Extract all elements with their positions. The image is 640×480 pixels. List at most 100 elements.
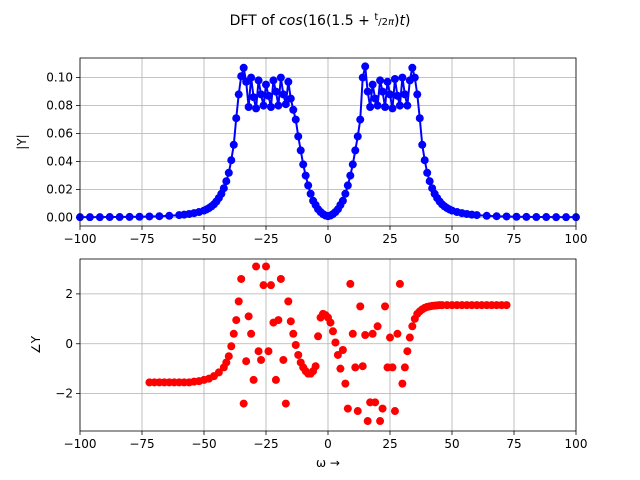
data-point — [425, 177, 434, 186]
data-point — [381, 103, 390, 111]
data-point — [232, 316, 241, 325]
data-point — [358, 73, 367, 82]
data-point — [284, 297, 293, 306]
data-point — [398, 73, 407, 82]
data-point — [239, 399, 248, 408]
data-point — [254, 76, 263, 85]
magnitude-plot: −100 −75 −50 −25 0 25 50 75 100 0.00 0.02 0.04 0.06 0… — [15, 57, 588, 246]
data-point — [155, 212, 164, 221]
data-point — [403, 101, 412, 110]
data-point — [343, 404, 352, 413]
data-point — [522, 212, 531, 221]
y-tick-label: 2 — [65, 287, 73, 301]
data-point — [224, 168, 233, 177]
data-point — [237, 274, 246, 283]
data-point — [95, 213, 104, 222]
data-point — [336, 364, 345, 373]
data-point — [227, 342, 236, 351]
data-point — [281, 100, 290, 109]
x-tick-label: −25 — [253, 437, 278, 451]
data-point — [262, 262, 270, 271]
data-point — [244, 312, 253, 321]
data-point — [343, 181, 352, 190]
data-point — [356, 302, 365, 311]
data-point — [398, 379, 407, 388]
data-point — [408, 63, 417, 72]
data-point — [294, 350, 303, 359]
data-point — [289, 105, 298, 114]
x-tick-label: 25 — [382, 437, 397, 451]
data-point — [331, 338, 340, 347]
y-axis-label: ∠Y — [29, 335, 43, 354]
data-point — [227, 156, 236, 165]
data-point — [311, 362, 320, 371]
data-point — [304, 181, 313, 190]
data-point — [254, 347, 263, 356]
data-point — [274, 316, 283, 325]
data-point — [341, 189, 350, 198]
data-point — [224, 352, 233, 361]
data-point — [338, 196, 347, 205]
data-point — [214, 368, 223, 377]
data-point — [289, 329, 298, 338]
data-point — [386, 333, 394, 342]
data-point — [257, 355, 266, 364]
data-point — [326, 318, 335, 327]
x-tick-label: 0 — [324, 437, 332, 451]
data-point — [395, 101, 404, 110]
x-tick-label: 100 — [565, 437, 588, 451]
data-point — [259, 101, 268, 110]
x-tick-label: 50 — [444, 437, 459, 451]
x-tick-label: 100 — [565, 232, 588, 246]
data-point — [314, 332, 323, 341]
data-point — [281, 399, 290, 408]
data-point — [542, 213, 551, 222]
data-point — [351, 363, 360, 372]
y-tick-label: 0.08 — [46, 99, 73, 113]
data-point — [259, 281, 268, 290]
data-point — [271, 87, 280, 96]
data-point — [376, 417, 385, 426]
data-point — [252, 262, 261, 271]
data-point — [301, 171, 310, 180]
data-point — [85, 213, 94, 222]
data-point — [405, 333, 414, 342]
data-point — [371, 398, 380, 407]
data-point — [378, 87, 387, 96]
data-point — [269, 76, 278, 85]
data-point — [376, 76, 385, 85]
data-point — [408, 322, 417, 331]
data-point — [286, 317, 295, 326]
y-tick-label: −2 — [55, 387, 73, 401]
data-point — [373, 101, 382, 110]
data-point — [346, 171, 355, 180]
data-point — [358, 362, 367, 371]
x-tick-label: 0 — [324, 232, 332, 246]
data-point — [219, 184, 228, 193]
data-point — [234, 90, 243, 99]
data-point — [257, 90, 266, 99]
data-point — [266, 103, 275, 111]
data-point — [353, 407, 362, 416]
data-point — [423, 168, 432, 177]
data-point — [244, 103, 253, 111]
data-point — [532, 213, 541, 222]
data-point — [276, 274, 285, 283]
data-point — [306, 189, 315, 198]
data-point — [274, 101, 283, 110]
data-point — [229, 329, 238, 338]
data-point — [276, 73, 285, 82]
data-point — [125, 212, 134, 221]
data-point — [328, 327, 337, 336]
data-point — [390, 407, 399, 416]
data-point — [366, 103, 375, 111]
y-tick-label: 0 — [65, 337, 73, 351]
x-tick-label: 75 — [506, 437, 521, 451]
x-tick-label: 25 — [382, 232, 397, 246]
data-point — [296, 146, 305, 155]
x-tick-label: −25 — [253, 232, 278, 246]
data-point — [356, 115, 365, 124]
data-point — [115, 213, 124, 222]
y-tick-label: 0.04 — [46, 155, 73, 169]
data-point — [239, 63, 248, 72]
